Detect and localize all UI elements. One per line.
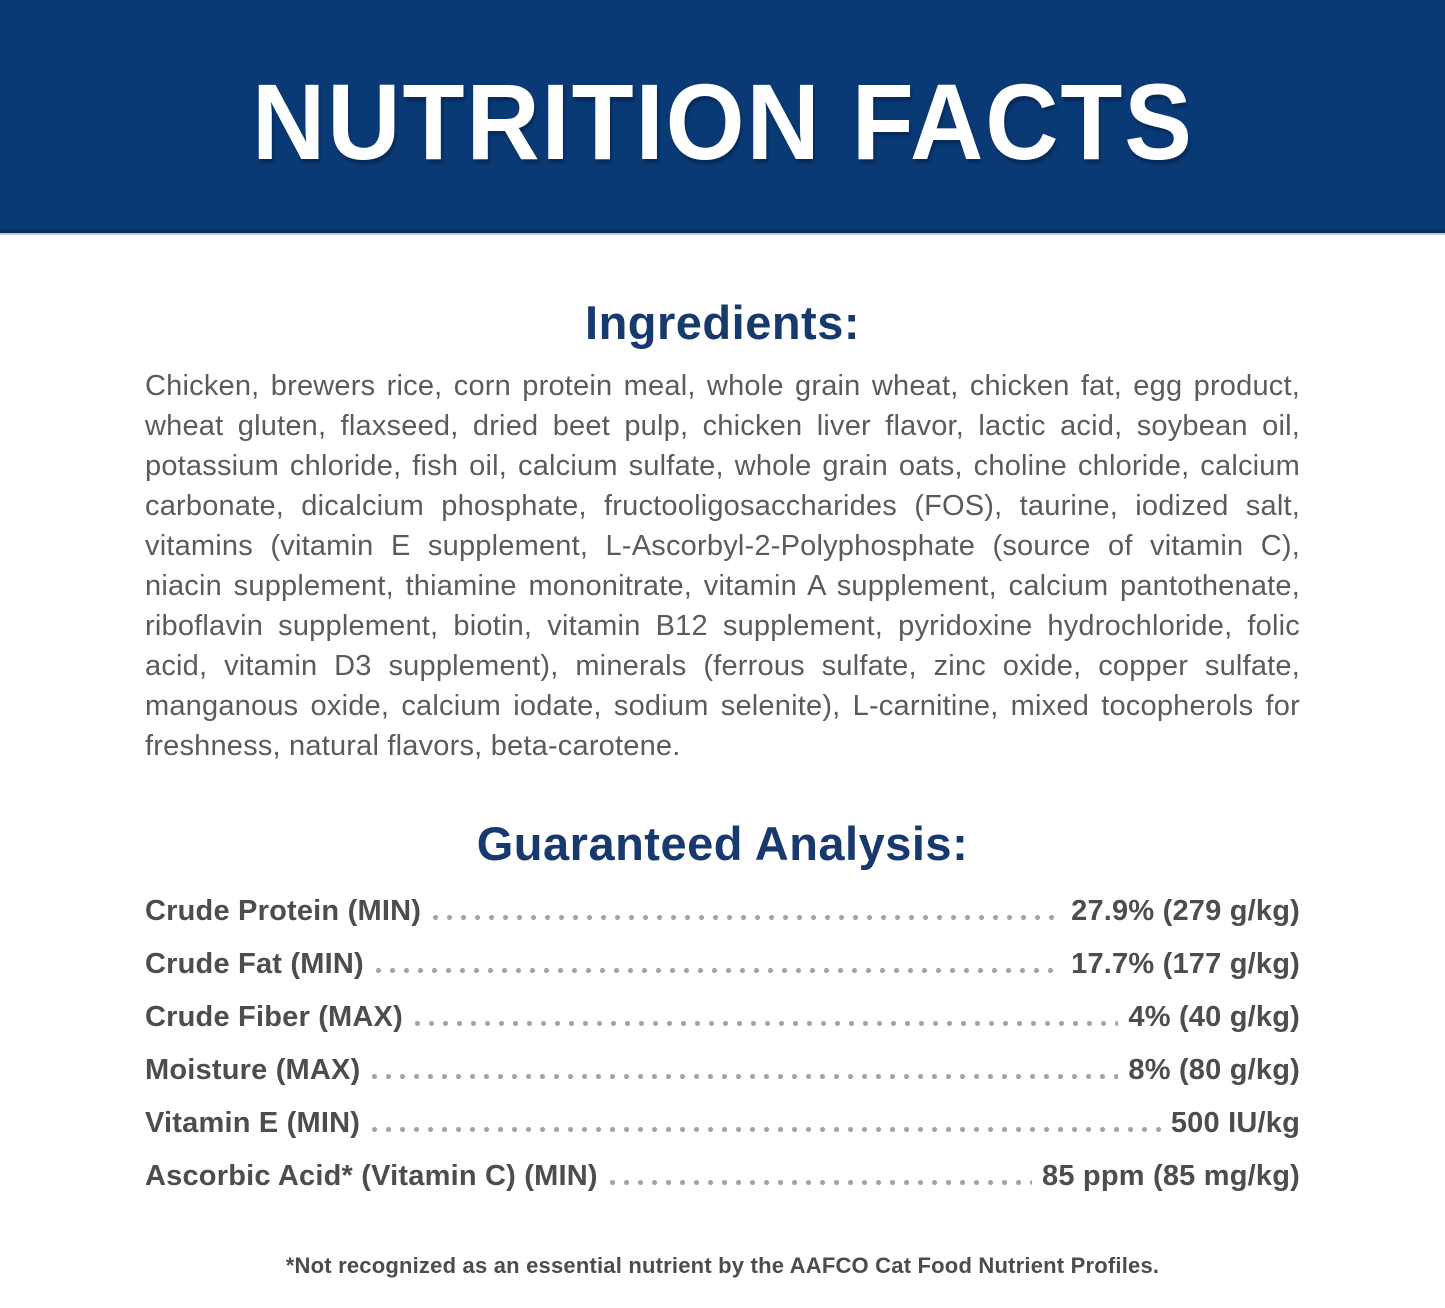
- analysis-row-crude-protein: Crude Protein (MIN) 27.9% (279 g/kg): [145, 895, 1300, 928]
- banner: NUTRITION FACTS: [0, 0, 1445, 233]
- row-label: Ascorbic Acid* (Vitamin C) (MIN): [145, 1160, 598, 1192]
- row-value: 27.9% (279 g/kg): [1071, 895, 1300, 927]
- row-label: Crude Fiber (MAX): [145, 1001, 403, 1033]
- dotted-leader: [414, 1021, 1119, 1026]
- dotted-leader: [609, 1180, 1032, 1185]
- row-value: 85 ppm (85 mg/kg): [1041, 1160, 1300, 1192]
- ingredients-section: Ingredients: Chicken, brewers rice, corn…: [145, 295, 1300, 766]
- row-label: Crude Protein (MIN): [145, 895, 422, 927]
- dotted-leader: [372, 1127, 1161, 1132]
- guaranteed-analysis-heading: Guaranteed Analysis:: [476, 817, 969, 870]
- dotted-leader: [375, 968, 1062, 973]
- row-label: Crude Fat (MIN): [145, 948, 364, 980]
- analysis-rows: Crude Protein (MIN) 27.9% (279 g/kg) Cru…: [145, 895, 1300, 1193]
- row-value: 17.7% (177 g/kg): [1071, 948, 1300, 980]
- guaranteed-analysis-section: Guaranteed Analysis: Crude Protein (MIN)…: [145, 816, 1300, 1193]
- analysis-row-ascorbic-acid: Ascorbic Acid* (Vitamin C) (MIN) 85 ppm …: [145, 1160, 1300, 1193]
- row-value: 4% (40 g/kg): [1128, 1001, 1300, 1033]
- row-value: 500 IU/kg: [1170, 1107, 1300, 1139]
- row-value: 8% (80 g/kg): [1128, 1054, 1300, 1086]
- analysis-row-vitamin-e: Vitamin E (MIN) 500 IU/kg: [145, 1107, 1300, 1140]
- aafco-footnote: *Not recognized as an essential nutrient…: [285, 1253, 1160, 1278]
- ingredients-heading: Ingredients:: [585, 296, 860, 349]
- label-footer: *Not recognized as an essential nutrient…: [145, 1253, 1300, 1279]
- row-label: Vitamin E (MIN): [145, 1107, 361, 1139]
- row-label: Moisture (MAX): [145, 1054, 361, 1086]
- analysis-row-crude-fiber: Crude Fiber (MAX) 4% (40 g/kg): [145, 1001, 1300, 1034]
- dotted-leader: [433, 915, 1062, 920]
- ingredients-text: Chicken, brewers rice, corn protein meal…: [145, 370, 1300, 762]
- analysis-row-crude-fat: Crude Fat (MIN) 17.7% (177 g/kg): [145, 948, 1300, 981]
- label-content: Ingredients: Chicken, brewers rice, corn…: [0, 295, 1445, 1279]
- page-title: NUTRITION FACTS: [251, 61, 1194, 182]
- analysis-row-moisture: Moisture (MAX) 8% (80 g/kg): [145, 1054, 1300, 1087]
- dotted-leader: [372, 1074, 1119, 1079]
